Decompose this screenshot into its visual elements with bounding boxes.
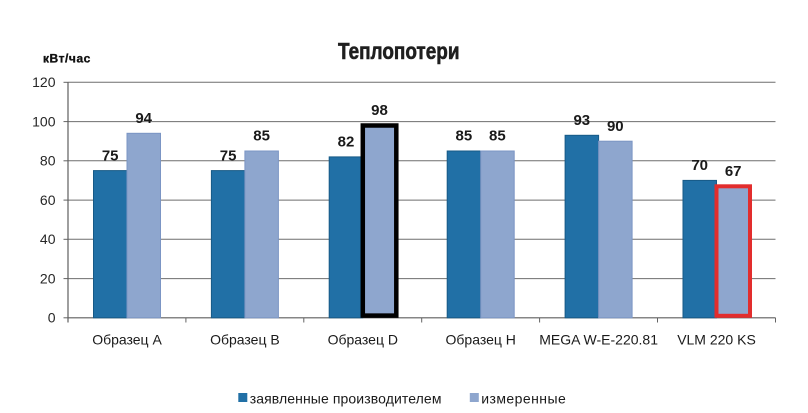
svg-text:100: 100 bbox=[32, 113, 56, 129]
svg-text:Образец D: Образец D bbox=[328, 332, 398, 348]
svg-text:85: 85 bbox=[456, 128, 473, 145]
svg-text:90: 90 bbox=[607, 118, 624, 135]
svg-text:кВт/час: кВт/час bbox=[43, 52, 91, 66]
svg-text:измеренные: измеренные bbox=[481, 391, 566, 407]
svg-text:82: 82 bbox=[338, 134, 355, 151]
svg-text:93: 93 bbox=[573, 112, 590, 129]
svg-text:MEGA W-E-220.81: MEGA W-E-220.81 bbox=[539, 332, 658, 348]
svg-text:80: 80 bbox=[40, 153, 56, 169]
svg-text:0: 0 bbox=[48, 310, 56, 326]
svg-text:85: 85 bbox=[253, 128, 270, 145]
svg-text:Образец H: Образец H bbox=[446, 332, 516, 348]
svg-text:85: 85 bbox=[489, 128, 506, 145]
svg-text:Теплопотери: Теплопотери bbox=[338, 39, 460, 64]
svg-text:VLM 220 KS: VLM 220 KS bbox=[677, 332, 756, 348]
svg-text:94: 94 bbox=[135, 110, 152, 127]
svg-text:Образец A: Образец A bbox=[92, 332, 162, 348]
svg-text:заявленные производителем: заявленные производителем bbox=[250, 391, 442, 407]
svg-text:60: 60 bbox=[40, 192, 56, 208]
svg-text:120: 120 bbox=[32, 74, 56, 90]
svg-text:Образец B: Образец B bbox=[210, 332, 280, 348]
svg-text:20: 20 bbox=[40, 270, 56, 286]
svg-text:75: 75 bbox=[220, 147, 237, 164]
svg-text:98: 98 bbox=[371, 102, 388, 119]
svg-text:67: 67 bbox=[725, 163, 742, 180]
svg-text:40: 40 bbox=[40, 231, 56, 247]
svg-text:75: 75 bbox=[102, 147, 119, 164]
svg-text:70: 70 bbox=[691, 157, 708, 174]
